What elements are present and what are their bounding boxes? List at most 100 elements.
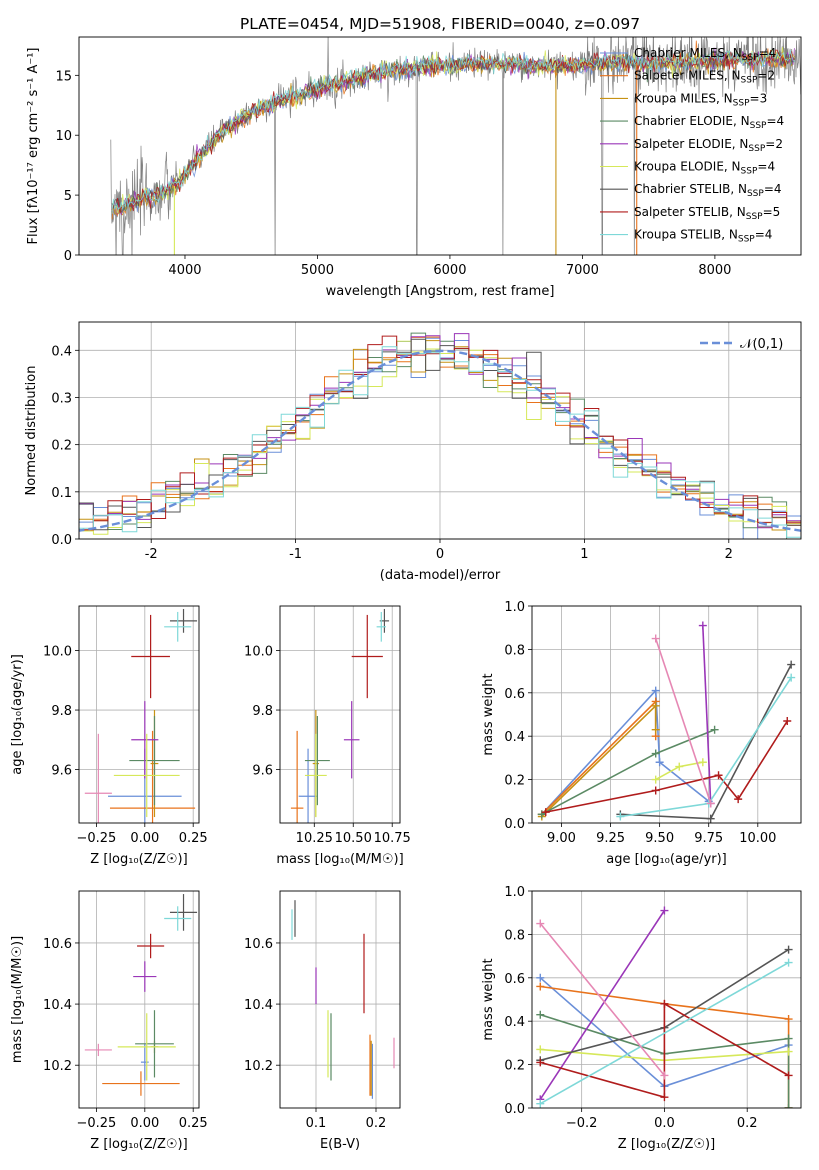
weight-point-marker bbox=[536, 1045, 545, 1054]
x-tick-label: 6000 bbox=[433, 263, 466, 278]
weight-point-marker bbox=[784, 1071, 793, 1080]
x-tick-label: 0.2 bbox=[737, 1116, 758, 1131]
x-tick-label: 9.00 bbox=[547, 831, 576, 846]
weight-point-marker bbox=[784, 1047, 793, 1056]
frame-EBV-mass bbox=[279, 890, 401, 1109]
xlabel-EBV-mass: E(B-V) bbox=[320, 1137, 360, 1152]
ylabel-spectrum: Flux [fλ10⁻¹⁷ erg cm⁻² s⁻¹ A⁻¹] bbox=[26, 48, 41, 245]
legend: Chabrier MILES, NSSP=4 Salpeter MILES, NS… bbox=[600, 46, 784, 245]
axes-mass-age: 10.25 10.50 10.75 9.6 9.8 10.0 bbox=[244, 606, 411, 846]
axes-spectrum: 4000 5000 6000 7000 8000 0 5 10 15 bbox=[55, 69, 731, 278]
y-tick-label: 1.0 bbox=[504, 885, 525, 900]
weight-point-marker bbox=[698, 621, 707, 630]
x-tick-label: −0.25 bbox=[76, 831, 116, 846]
y-tick-label: 0 bbox=[64, 249, 72, 264]
lines-age-weight bbox=[537, 621, 796, 823]
y-tick-label: 9.6 bbox=[252, 763, 273, 778]
y-tick-label: 0.4 bbox=[504, 1015, 525, 1030]
y-tick-label: 10.4 bbox=[244, 998, 273, 1013]
legend-entry: Salpeter STELIB, NSSP=5 bbox=[634, 205, 780, 222]
y-tick-label: 9.8 bbox=[51, 704, 72, 719]
weight-point-marker bbox=[660, 906, 669, 915]
weight-point-marker bbox=[784, 1034, 793, 1043]
histogram-step-line bbox=[79, 346, 801, 538]
weight-point-marker bbox=[784, 1104, 793, 1108]
weight-point-marker bbox=[698, 758, 707, 767]
weight-point-marker bbox=[536, 973, 545, 982]
x-tick-label: 2 bbox=[725, 547, 733, 562]
weight-point-marker bbox=[706, 814, 715, 823]
weight-point-marker bbox=[734, 795, 743, 804]
x-tick-label: 0.0 bbox=[654, 1116, 675, 1131]
errorbars-Z-age bbox=[84, 608, 198, 823]
y-tick-label: 0.2 bbox=[504, 774, 525, 789]
y-tick-label: 10.6 bbox=[244, 937, 273, 952]
x-tick-label: 8000 bbox=[698, 263, 731, 278]
y-tick-label: 10.2 bbox=[43, 1059, 72, 1074]
weight-line bbox=[541, 688, 710, 815]
x-tick-label: 9.50 bbox=[645, 831, 674, 846]
y-tick-label: 10.4 bbox=[43, 998, 72, 1013]
x-tick-label: -2 bbox=[145, 547, 158, 562]
weight-point-marker bbox=[783, 717, 792, 726]
weight-point-marker bbox=[651, 775, 660, 784]
axes-Z-weight: −0.2 0.0 0.2 0.0 0.2 0.4 0.6 0.8 1.0 bbox=[504, 885, 801, 1131]
weight-point-marker bbox=[541, 808, 550, 817]
weight-point-marker bbox=[714, 771, 723, 780]
weight-point-marker bbox=[784, 958, 793, 967]
weight-point-marker bbox=[536, 1058, 545, 1067]
y-tick-label: 0.8 bbox=[504, 928, 525, 943]
xlabel-Z-weight: Z [log₁₀(Z/Z☉)] bbox=[618, 1137, 715, 1152]
x-tick-label: −0.25 bbox=[76, 1116, 116, 1131]
weight-line bbox=[541, 703, 657, 818]
y-tick-label: 9.6 bbox=[51, 763, 72, 778]
y-tick-label: 10.0 bbox=[244, 645, 273, 660]
x-tick-label: 0 bbox=[436, 547, 444, 562]
x-tick-label: 10.25 bbox=[296, 831, 333, 846]
y-tick-label: 9.8 bbox=[252, 704, 273, 719]
frame-spectrum bbox=[78, 36, 802, 256]
weight-point-marker bbox=[536, 1010, 545, 1019]
x-tick-label: 0.25 bbox=[179, 1116, 208, 1131]
errorbars-Z-mass bbox=[84, 894, 198, 1096]
weight-line bbox=[541, 728, 715, 816]
x-tick-label: −0.2 bbox=[566, 1116, 598, 1131]
y-tick-label: 0.0 bbox=[504, 817, 525, 832]
weight-point-marker bbox=[655, 758, 664, 767]
y-tick-label: 0.0 bbox=[504, 1102, 525, 1117]
weight-point-marker bbox=[651, 725, 660, 734]
legend-normal-label: 𝒩(0,1) bbox=[740, 337, 783, 352]
frame-Z-weight bbox=[531, 890, 802, 1109]
weight-line bbox=[702, 625, 712, 804]
lines-Z-weight bbox=[536, 906, 793, 1108]
xlabel-Z-mass: Z [log₁₀(Z/Z☉)] bbox=[90, 1137, 187, 1152]
weight-point-marker bbox=[651, 634, 660, 643]
y-tick-label: 10.2 bbox=[244, 1059, 273, 1074]
errorbars-mass-age bbox=[290, 608, 390, 823]
y-tick-label: 0.0 bbox=[51, 533, 72, 548]
x-tick-label: 10.00 bbox=[739, 831, 776, 846]
legend-entry: Salpeter MILES, NSSP=2 bbox=[634, 69, 775, 86]
x-tick-label: 1 bbox=[580, 547, 588, 562]
model-line bbox=[111, 50, 795, 214]
axes-Z-mass: −0.25 0.00 0.25 10.2 10.4 10.6 bbox=[43, 891, 208, 1131]
legend-entry: Kroupa STELIB, NSSP=4 bbox=[634, 228, 772, 245]
x-tick-label: 0.00 bbox=[130, 1116, 159, 1131]
weight-point-marker bbox=[651, 749, 660, 758]
weight-point-marker bbox=[651, 786, 660, 795]
weight-line bbox=[541, 699, 657, 815]
legend-entry: Kroupa MILES, NSSP=3 bbox=[634, 91, 767, 108]
y-tick-label: 15 bbox=[55, 69, 72, 84]
y-tick-label: 10.0 bbox=[43, 645, 72, 660]
x-tick-label: 0.25 bbox=[179, 831, 208, 846]
frame-Z-mass bbox=[78, 890, 200, 1109]
legend-entry: Chabrier MILES, NSSP=4 bbox=[634, 46, 776, 63]
xlabel-Z-age: Z [log₁₀(Z/Z☉)] bbox=[90, 852, 187, 867]
errorbars-EBV-mass bbox=[291, 900, 395, 1099]
weight-point-marker bbox=[784, 945, 793, 954]
x-tick-label: -1 bbox=[289, 547, 302, 562]
weight-line bbox=[540, 1002, 789, 1099]
y-tick-label: 0.2 bbox=[504, 1059, 525, 1074]
weight-line bbox=[654, 638, 712, 804]
